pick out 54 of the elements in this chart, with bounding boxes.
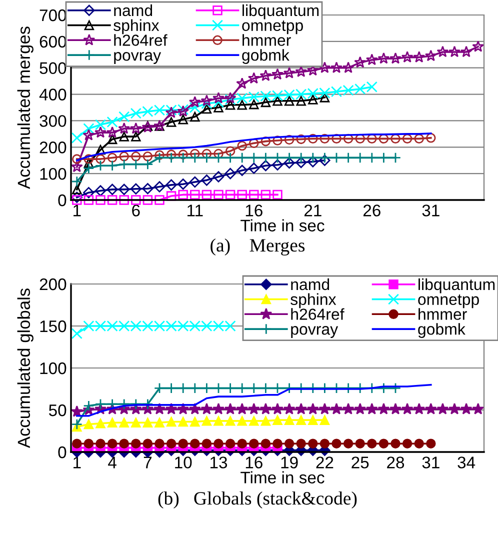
legend-label: h264ref bbox=[114, 34, 168, 46]
y-tick-label: 0 bbox=[58, 446, 66, 458]
legend-label: omnetpp bbox=[242, 20, 303, 34]
x-tick-label: 1 bbox=[74, 204, 81, 216]
y-tick-label: 50 bbox=[48, 404, 66, 416]
legend-label: gobmk bbox=[418, 323, 466, 338]
x-tick-label: 10 bbox=[175, 456, 192, 468]
x-tick-label: 22 bbox=[316, 456, 334, 468]
y-tick-label: 300 bbox=[40, 115, 66, 127]
x-tick-label: 13 bbox=[210, 456, 228, 468]
x-tick-label: 6 bbox=[132, 204, 140, 216]
legend-label: libquantum bbox=[418, 278, 495, 294]
y-tick-label: 600 bbox=[40, 36, 66, 48]
y-tick-label: 100 bbox=[40, 168, 66, 180]
legend-label: namd bbox=[291, 278, 330, 290]
legend-label: sphinx bbox=[290, 293, 336, 308]
y-tick-label: 500 bbox=[40, 62, 66, 74]
y-tick-label: 700 bbox=[40, 9, 66, 22]
x-tick-label: 25 bbox=[352, 456, 369, 468]
x-tick-label: 11 bbox=[188, 204, 203, 216]
x-tick-label: 7 bbox=[144, 456, 152, 468]
x-tick-label: 21 bbox=[304, 204, 322, 216]
x-tick-label: 28 bbox=[387, 456, 404, 468]
y-tick-label: 200 bbox=[40, 278, 66, 290]
y-axis-title: Accumulated merges bbox=[17, 26, 34, 189]
y-tick-label: 0 bbox=[58, 194, 66, 206]
x-tick-label: 31 bbox=[422, 204, 440, 216]
text: (a) Merges bbox=[210, 238, 305, 256]
legend-label: sphinx bbox=[114, 19, 160, 34]
legend-label: h264ref bbox=[291, 308, 344, 320]
x-tick-label: 16 bbox=[246, 456, 262, 468]
legend-label: gobmk bbox=[242, 49, 290, 64]
legend-label: povray bbox=[114, 52, 162, 64]
y-tick-label: 200 bbox=[40, 142, 66, 154]
legend-label: hmmer bbox=[242, 34, 291, 46]
y-axis-title: Accumulated globals bbox=[17, 288, 34, 448]
legend-label: namd bbox=[114, 4, 152, 16]
legend-label: libquantum bbox=[242, 4, 319, 20]
x-tick-label: 1 bbox=[74, 456, 81, 468]
y-tick-label: 150 bbox=[40, 320, 66, 332]
legend-label: omnetpp bbox=[418, 294, 479, 308]
y-tick-label: 400 bbox=[39, 88, 66, 100]
x-tick-label: 34 bbox=[458, 456, 476, 468]
x-tick-label: 16 bbox=[246, 204, 262, 216]
x-axis-title: Time in sec bbox=[240, 219, 324, 232]
x-tick-label: 19 bbox=[281, 456, 298, 468]
x-tick-label: 31 bbox=[422, 456, 440, 468]
x-axis-title: Time in sec bbox=[240, 471, 324, 484]
y-tick-label: 100 bbox=[40, 362, 66, 374]
legend-label: hmmer bbox=[418, 308, 467, 320]
legend-label: povray bbox=[291, 326, 338, 338]
x-tick-label: 26 bbox=[363, 204, 380, 216]
x-tick-label: 4 bbox=[108, 456, 116, 468]
text: (b) Globals (stack&code) bbox=[158, 492, 357, 508]
